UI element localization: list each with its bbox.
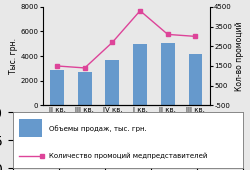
FancyBboxPatch shape xyxy=(20,120,42,137)
Text: Объемы продаж, тыс. грн.: Объемы продаж, тыс. грн. xyxy=(49,126,147,132)
Bar xyxy=(161,42,175,105)
Bar xyxy=(106,60,119,105)
Bar xyxy=(50,70,64,105)
Bar xyxy=(78,72,92,105)
Y-axis label: Тыс. грн.: Тыс. грн. xyxy=(8,38,18,74)
Text: Количество промоций медпредставителей: Количество промоций медпредставителей xyxy=(49,153,208,159)
Y-axis label: Кол-во промоций: Кол-во промоций xyxy=(235,21,244,91)
Bar xyxy=(188,54,202,105)
Bar xyxy=(133,44,147,105)
